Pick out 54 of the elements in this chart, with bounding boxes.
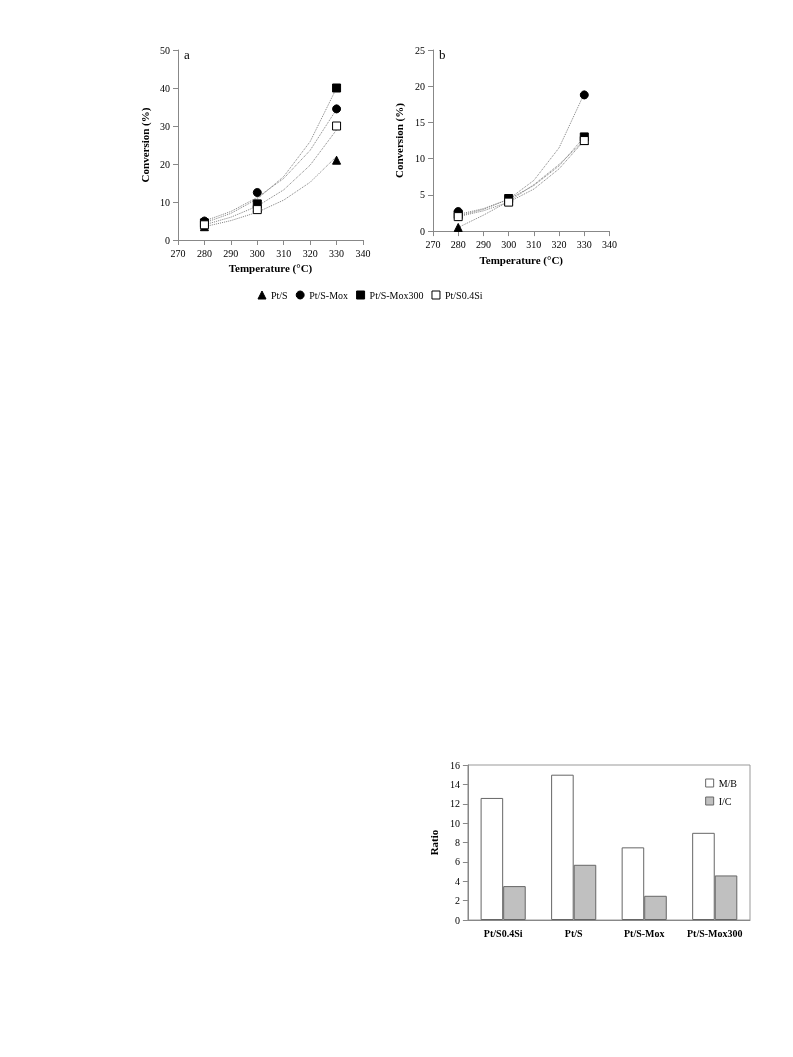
- x-tick-label: 330: [329, 247, 345, 259]
- y-tick-label: 8: [454, 837, 460, 848]
- y-axis-title: Ratio: [427, 829, 440, 856]
- annotation: a: [184, 47, 190, 62]
- y-tick-label: 20: [415, 80, 425, 92]
- x-tick-label: 340: [355, 247, 371, 259]
- legend-label: M/B: [718, 777, 738, 789]
- x-tick-label: 270: [425, 238, 441, 250]
- x-tick-label: Pt/S: [564, 927, 584, 939]
- y-tick-label: 14: [449, 778, 460, 790]
- y-axis-title: Conversion (%): [138, 107, 152, 183]
- y-tick-label: 2: [454, 895, 460, 907]
- x-tick-label: 310: [526, 238, 542, 250]
- y-tick-label: 10: [160, 196, 170, 208]
- legend-label: Pt/S-Mox: [309, 289, 349, 301]
- x-tick-label: 300: [501, 238, 517, 250]
- x-tick-label: 280: [196, 247, 212, 259]
- legend-label: Pt/S0.4Si: [444, 289, 483, 301]
- y-tick-label: 0: [454, 914, 460, 926]
- y-tick-label: 30: [160, 120, 170, 132]
- x-tick-label: 270: [170, 247, 186, 259]
- legend-label: I/C: [718, 795, 732, 807]
- x-tick-label: 320: [551, 238, 567, 250]
- x-tick-label: 290: [475, 238, 491, 250]
- y-tick-label: 25: [415, 44, 425, 56]
- annotation: b: [439, 47, 446, 62]
- x-tick-label: 290: [223, 247, 239, 259]
- x-axis-title: Temperature (°C): [228, 262, 313, 276]
- x-tick-label: Pt/S-Mox300: [686, 927, 743, 939]
- y-tick-label: 10: [449, 817, 460, 829]
- x-tick-label: Pt/S0.4Si: [483, 927, 523, 939]
- y-tick-label: 20: [160, 158, 170, 170]
- x-tick-label: 330: [576, 238, 592, 250]
- y-tick-label: 0: [165, 234, 170, 246]
- y-tick-label: 10: [415, 153, 425, 165]
- y-tick-label: 0: [420, 225, 425, 237]
- x-tick-label: 300: [249, 247, 265, 259]
- y-tick-label: 6: [454, 856, 460, 868]
- y-tick-label: 16: [449, 759, 460, 771]
- x-tick-label: 340: [602, 238, 617, 250]
- legend-label: Pt/S-Mox300: [369, 289, 424, 301]
- x-axis-title: Temperature (°C): [479, 253, 564, 267]
- y-tick-label: 50: [160, 44, 170, 56]
- y-tick-label: 5: [420, 189, 425, 201]
- y-axis-title: Conversion (%): [392, 102, 406, 178]
- y-tick-label: 12: [449, 798, 460, 810]
- y-tick-label: 4: [454, 875, 460, 887]
- x-tick-label: 320: [302, 247, 318, 259]
- y-tick-label: 15: [415, 116, 425, 128]
- x-tick-label: Pt/S-Mox: [623, 927, 665, 939]
- x-tick-label: 310: [276, 247, 292, 259]
- x-tick-label: 280: [450, 238, 466, 250]
- y-tick-label: 40: [160, 82, 170, 94]
- legend-label: Pt/S: [271, 289, 288, 301]
